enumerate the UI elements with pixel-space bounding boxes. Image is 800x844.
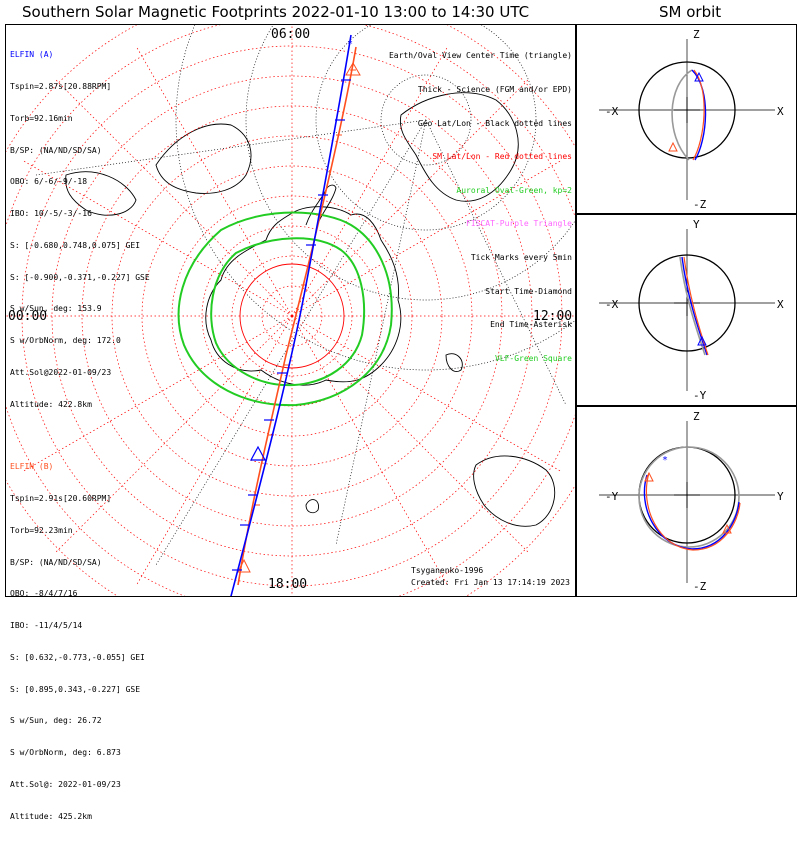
legend-item: VLF-Green Square [494,353,572,363]
sm-orbit-xy-plot [599,229,775,391]
coastlines [65,92,556,527]
elfin-a-line: S w/Sun, deg: 153.9 [10,304,102,314]
legend-item: Thick - Science (FGM and/or EPD) [417,85,572,95]
elfin-a-name: ELFIN (A) [10,50,54,60]
axis-label-left: -X [605,298,619,311]
geo-grid [35,25,575,566]
legend-item: Auroral Oval-Green, kp=2 [456,185,572,195]
axis-label-right: X [777,298,784,311]
elfin-b-line: Att.Sol@: 2022-01-09/23 [10,780,121,789]
sm-orbit-yz-plot: * [599,421,775,583]
legend-item: End Time-Asterisk [490,320,572,330]
sm-inner-circle [239,263,345,369]
axis-label-left: -Y [605,490,619,503]
elfin-b-line: Altitude: 425.2km [10,811,92,821]
footprint-map: * [6,25,575,596]
elfin-b-track [237,46,361,586]
elfin-b-line: Torb=92.23min [10,525,73,535]
mlt-label-left: 00:00 [8,309,48,324]
created-timestamp: Created: Fri Jan 13 17:14:19 2023 [411,578,570,587]
sm-orbit-xz-panel: Z -Z -X X [576,24,797,214]
legend-item: FISCAT-Purple Triangle [466,219,572,229]
legend-item: SM Lat/Lon - Red dotted lines [432,152,572,162]
sm-orbit-xy-panel: Y -Y -X X [576,214,797,406]
legend-item: Tick Marks every 5min [470,253,572,263]
axis-label-bottom: -Z [693,198,707,211]
auroral-oval [177,211,393,407]
axis-label-right: Y [777,490,784,503]
axis-label-right: X [777,105,784,118]
elfin-b-line: Tspin=2.91s[20.60RPM] [10,493,112,503]
elfin-b-name: ELFIN (B) [10,462,54,472]
sm-orbit-xz-plot [599,39,775,200]
elfin-b-line: S w/OrbNorm, deg: 6.873 [10,748,121,758]
elfin-a-line: Tspin=2.87s[20.88RPM] [10,81,112,91]
elfin-b-line: S w/Sun, deg: 26.72 [10,716,102,726]
elfin-a-line: S: [-0.680,0.748,0.075] GEI [10,240,141,250]
elfin-a-line: Altitude: 422.8km [10,399,92,409]
elfin-a-line: Torb=92.16min [10,113,73,123]
axis-label-top: Y [693,218,700,231]
sm-grid [6,25,575,596]
axis-label-top: Z [693,28,700,41]
axis-label-bottom: -Y [693,389,707,402]
elfin-a-track: * [230,34,353,596]
legend: Earth/Oval View Center Time (triangle) T… [389,28,572,387]
elfin-b-line: OBO: -8/4/7/16 [10,589,78,599]
page-title: Southern Solar Magnetic Footprints 2022-… [22,3,530,21]
elfin-a-line: OBO: 6/-6/-9/-18 [10,177,88,187]
elfin-a-line: IBO: 10/-5/-3/-16 [10,209,92,219]
axis-label-bottom: -Z [693,580,707,593]
elfin-b-line: B/SP: (NA/ND/SD/SA) [10,557,102,567]
svg-text:*: * [347,39,353,50]
elfin-b-info: ELFIN (B) Tspin=2.91s[20.60RPM] Torb=92.… [10,441,145,844]
model-name: Tsyganenko-1996 [411,566,484,575]
sm-orbit-title: SM orbit [659,3,722,21]
legend-item: Start Time-Diamond [485,286,572,296]
elfin-b-line: S: [0.895,0.343,-0.227] GSE [10,684,141,694]
legend-item: Geo Lat/Lon - Black dotted lines [417,118,572,128]
elfin-a-line: B/SP: (NA/ND/SD/SA) [10,145,102,155]
legend-item: Earth/Oval View Center Time (triangle) [388,51,572,61]
svg-text:*: * [662,455,668,466]
elfin-a-info: ELFIN (A) Tspin=2.87s[20.88RPM] Torb=92.… [10,29,150,432]
elfin-a-line: S w/OrbNorm, deg: 172.0 [10,336,121,346]
axis-label-left: -X [605,105,619,118]
elfin-a-line: Att.Sol@2022-01-09/23 [10,368,112,377]
mlt-label-bottom: 18:00 [268,577,308,592]
elfin-b-line: S: [0.632,-0.773,-0.055] GEI [10,652,145,662]
mlt-label-top: 06:00 [271,27,311,42]
elfin-a-line: S: [-0.900,-0.371,-0.227] GSE [10,272,150,282]
sm-orbit-yz-panel: * Z -Z -Y Y [576,406,797,597]
elfin-b-line: IBO: -11/4/5/14 [10,621,83,631]
mlt-label-right: 12:00 [533,309,573,324]
footprint-map-panel: * 06:00 18:00 00:00 12:00 ELFIN (A) Tspi… [5,24,576,821]
axis-label-top: Z [693,410,700,423]
